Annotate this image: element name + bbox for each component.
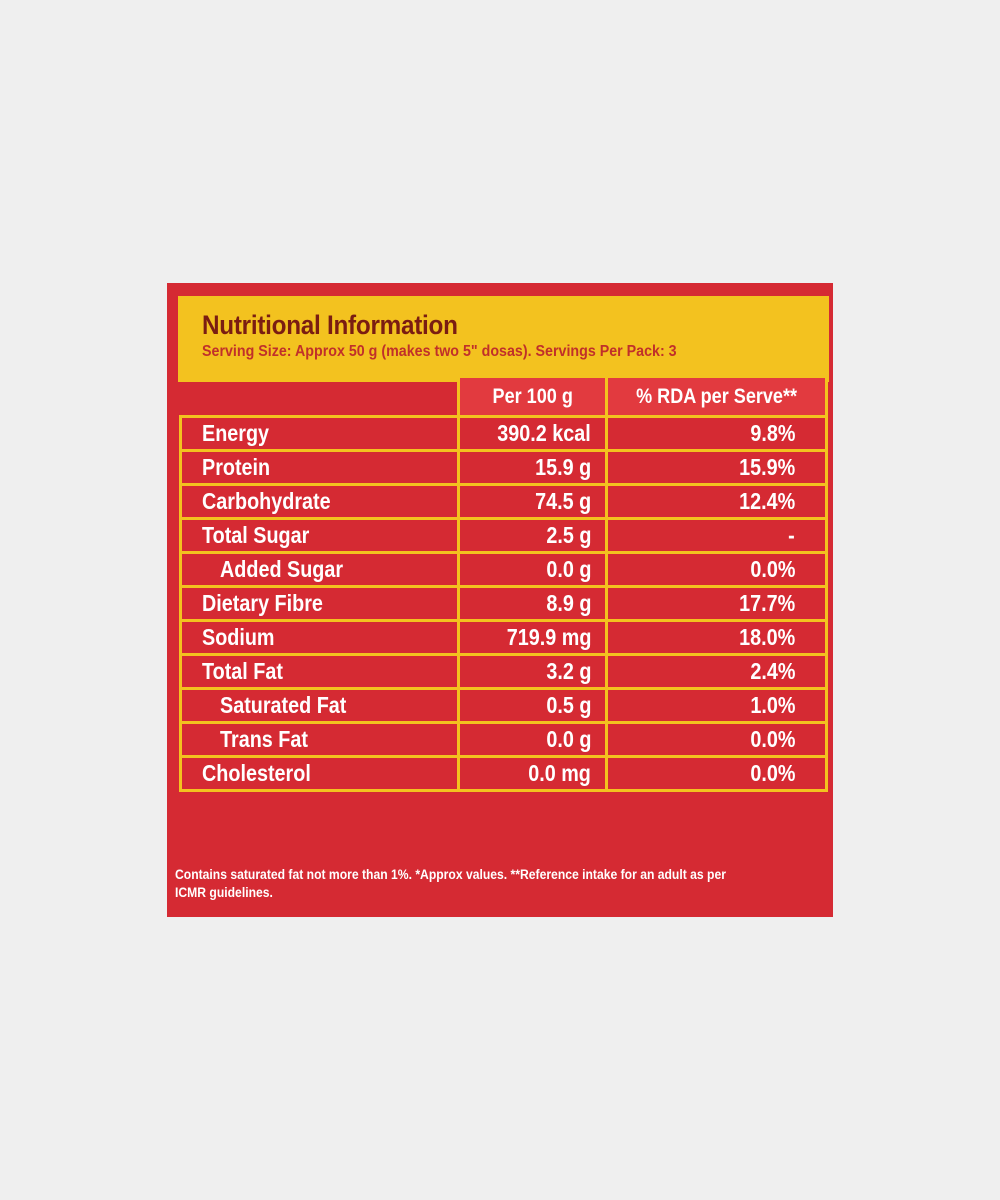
label-title: Nutritional Information (202, 310, 458, 340)
nutrient-name-cell: Total Fat (179, 653, 460, 690)
nutrient-name: Dietary Fibre (202, 590, 323, 616)
nutrient-name-cell: Saturated Fat (179, 687, 460, 724)
per-100g-value-cell: 719.9 mg (457, 619, 608, 656)
per-100g-value-cell: 2.5 g (457, 517, 608, 554)
per-100g-value-cell: 8.9 g (457, 585, 608, 622)
nutrient-name-cell: Energy (179, 415, 460, 452)
rda-value-cell: 18.0% (605, 619, 828, 656)
header-per-100g: Per 100 g (457, 375, 608, 418)
rda-value: 15.9% (738, 454, 795, 480)
nutrient-name-cell: Carbohydrate (179, 483, 460, 520)
table-row: Dietary Fibre 8.9 g 17.7% (179, 585, 828, 622)
rda-value-cell: 1.0% (605, 687, 828, 724)
per-100g-value: 0.0 mg (528, 760, 591, 786)
per-100g-value: 15.9 g (534, 454, 591, 480)
rda-value: 2.4% (749, 658, 795, 684)
per-100g-value: 0.5 g (545, 692, 591, 718)
nutrient-name: Saturated Fat (220, 692, 347, 718)
nutrient-name: Added Sugar (220, 556, 344, 582)
rda-value: 0.0% (749, 760, 795, 786)
nutrient-name-cell: Cholesterol (179, 755, 460, 792)
rda-value-cell: 17.7% (605, 585, 828, 622)
rda-value-cell: - (605, 517, 828, 554)
nutrient-name: Energy (202, 420, 270, 446)
table-row: Carbohydrate 74.5 g 12.4% (179, 483, 828, 520)
nutrient-name: Carbohydrate (202, 488, 331, 514)
rda-value-cell: 0.0% (605, 721, 828, 758)
nutrient-name: Sodium (202, 624, 275, 650)
table-row: Added Sugar 0.0 g 0.0% (179, 551, 828, 588)
rda-value: 0.0% (749, 556, 795, 582)
table-row: Protein 15.9 g 15.9% (179, 449, 828, 486)
footnote: Contains saturated fat not more than 1%.… (175, 867, 726, 900)
nutrient-name: Protein (202, 454, 271, 480)
per-100g-value: 0.0 g (545, 726, 591, 752)
nutrient-name-cell: Total Sugar (179, 517, 460, 554)
per-100g-value-cell: 74.5 g (457, 483, 608, 520)
per-100g-value: 74.5 g (534, 488, 591, 514)
nutrient-name: Cholesterol (202, 760, 311, 786)
rda-value-cell: 9.8% (605, 415, 828, 452)
per-100g-value: 8.9 g (545, 590, 591, 616)
header-per-100g-text: Per 100 g (492, 384, 573, 408)
table-row: Total Sugar 2.5 g - (179, 517, 828, 554)
per-100g-value-cell: 0.0 mg (457, 755, 608, 792)
nutrition-table: Per 100 g % RDA per Serve** Energy 390.2 … (179, 375, 828, 792)
rda-value-cell: 15.9% (605, 449, 828, 486)
rda-value: 1.0% (749, 692, 795, 718)
per-100g-value-cell: 15.9 g (457, 449, 608, 486)
per-100g-value-cell: 390.2 kcal (457, 415, 608, 452)
rda-value: 18.0% (738, 624, 795, 650)
nutrient-name: Total Sugar (202, 522, 310, 548)
rda-value-cell: 0.0% (605, 755, 828, 792)
nutrient-name-cell: Sodium (179, 619, 460, 656)
table-row: Total Fat 3.2 g 2.4% (179, 653, 828, 690)
per-100g-value-cell: 0.0 g (457, 721, 608, 758)
table-row: Energy 390.2 kcal 9.8% (179, 415, 828, 452)
per-100g-value: 3.2 g (545, 658, 591, 684)
rda-value: 0.0% (749, 726, 795, 752)
per-100g-value: 390.2 kcal (497, 420, 591, 446)
table-row: Sodium 719.9 mg 18.0% (179, 619, 828, 656)
rda-value-cell: 2.4% (605, 653, 828, 690)
rda-value-cell: 0.0% (605, 551, 828, 588)
nutrition-label-panel: Nutritional Information Serving Size: Ap… (167, 283, 833, 917)
nutrient-name-cell: Dietary Fibre (179, 585, 460, 622)
table-row: Trans Fat 0.0 g 0.0% (179, 721, 828, 758)
nutrient-name-cell: Trans Fat (179, 721, 460, 758)
table-row: Cholesterol 0.0 mg 0.0% (179, 755, 828, 792)
per-100g-value: 719.9 mg (506, 624, 591, 650)
rda-value-cell: 12.4% (605, 483, 828, 520)
nutrient-name-cell: Added Sugar (179, 551, 460, 588)
rda-value: 12.4% (738, 488, 795, 514)
header-empty-cell (180, 376, 460, 418)
rda-value: 17.7% (738, 590, 795, 616)
per-100g-value: 0.0 g (545, 556, 591, 582)
rda-value: 9.8% (749, 420, 795, 446)
nutrient-name: Trans Fat (220, 726, 308, 752)
per-100g-value-cell: 0.5 g (457, 687, 608, 724)
header-rda-text: % RDA per Serve** (636, 384, 797, 408)
label-header: Nutritional Information Serving Size: Ap… (178, 296, 829, 382)
per-100g-value-cell: 0.0 g (457, 551, 608, 588)
table-header-row: Per 100 g % RDA per Serve** (180, 375, 828, 418)
serving-info: Serving Size: Approx 50 g (makes two 5" … (202, 343, 677, 360)
nutrient-name: Total Fat (202, 658, 283, 684)
per-100g-value: 2.5 g (545, 522, 591, 548)
header-rda: % RDA per Serve** (605, 375, 828, 418)
rda-value: - (788, 522, 795, 548)
per-100g-value-cell: 3.2 g (457, 653, 608, 690)
table-row: Saturated Fat 0.5 g 1.0% (179, 687, 828, 724)
nutrient-name-cell: Protein (179, 449, 460, 486)
